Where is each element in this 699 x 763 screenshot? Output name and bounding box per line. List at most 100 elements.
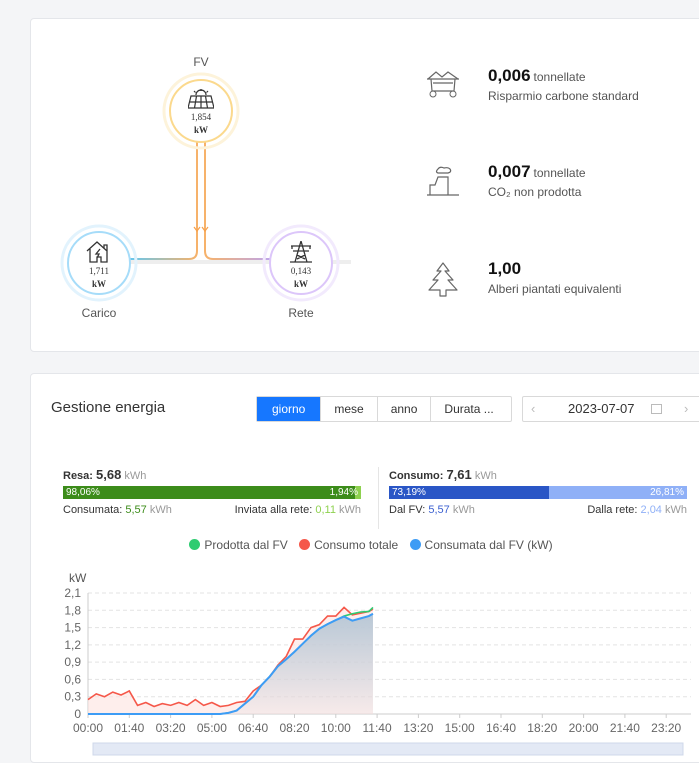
- load-label: Carico: [81, 306, 117, 320]
- yield-unit: kWh: [124, 470, 147, 482]
- next-date-icon[interactable]: ›: [684, 401, 689, 416]
- consumption-label: Consumo:: [389, 470, 444, 482]
- fed-label: Inviata alla rete:: [234, 504, 313, 516]
- chart-legend: Prodotta dal FV Consumo totale Consumata…: [31, 538, 699, 552]
- power-chart: kW 0 0,3 0,6 0,9 1,2 1,5 1,8 2,1 00:00 01:40 03:20 0…: [64, 571, 691, 756]
- prev-date-icon[interactable]: ‹: [531, 401, 536, 416]
- x-tick-label: 11:40: [363, 721, 392, 735]
- co2-desc: CO₂ non prodotta: [488, 185, 582, 199]
- consumption-pv-fill: [389, 486, 549, 499]
- section-title: Gestione energia: [51, 399, 166, 416]
- factory-icon: [427, 166, 459, 196]
- grid-label: Rete: [288, 306, 314, 320]
- grid-unit: kW: [293, 279, 308, 289]
- from-pv-label: Dal FV:: [389, 504, 426, 516]
- date-picker[interactable]: ‹ 2023-07-07 ›: [522, 396, 699, 422]
- y-axis-unit: kW: [69, 571, 87, 585]
- y-tick-label: 2,1: [64, 586, 81, 600]
- load-node[interactable]: 1,711 kW: [67, 231, 131, 295]
- from-pv-value: 5,57: [428, 504, 450, 516]
- total-consumption-line: [87, 606, 374, 708]
- consumed-label: Consumata:: [63, 504, 123, 516]
- fed-unit: kWh: [339, 504, 361, 516]
- consumption-value: 7,61: [446, 467, 472, 482]
- period-tabs: giorno mese anno Durata ...: [256, 396, 513, 422]
- x-tick-label: 01:40: [114, 721, 144, 735]
- co2-value: 0,007: [488, 162, 531, 181]
- tab-year[interactable]: anno: [376, 397, 431, 421]
- load-unit: kW: [91, 279, 106, 289]
- pv-node[interactable]: 1,854 kW: [169, 79, 233, 143]
- co2-unit: tonnellate: [533, 166, 586, 180]
- x-tick-label: 10:00: [321, 721, 351, 735]
- pv-unit: kW: [193, 125, 208, 135]
- coal-value: 0,006: [488, 66, 531, 85]
- x-tick-label: 06:40: [238, 721, 268, 735]
- y-tick-label: 0,3: [64, 690, 81, 704]
- x-tick-label: 16:40: [486, 721, 516, 735]
- x-tick-label: 05:00: [197, 721, 227, 735]
- y-tick-label: 1,5: [64, 621, 81, 635]
- load-value: 1,711: [89, 266, 109, 276]
- yield-consumed-fill: [63, 486, 356, 499]
- consumption-grid-pct: 26,81%: [650, 487, 684, 498]
- divider: [378, 467, 379, 529]
- y-tick-label: 0,9: [64, 655, 81, 669]
- consumption-pv-pct: 73,19%: [392, 487, 426, 498]
- pv-value: 1,854: [190, 112, 212, 122]
- x-tick-label: 18:20: [527, 721, 557, 735]
- energy-management-card: Gestione energia giorno mese anno Durata…: [30, 373, 699, 763]
- x-tick-label: 03:20: [156, 721, 186, 735]
- tab-month[interactable]: mese: [320, 397, 376, 421]
- x-tick-label: 08:20: [279, 721, 309, 735]
- y-tick-label: 1,8: [64, 603, 81, 617]
- trees-value: 1,00: [488, 259, 522, 278]
- coal-unit: tonnellate: [533, 70, 586, 84]
- consumed-unit: kWh: [149, 504, 172, 516]
- grid-node[interactable]: 0,143 kW: [269, 231, 333, 295]
- x-tick-label: 20:00: [569, 721, 599, 735]
- from-pv-unit: kWh: [452, 504, 475, 516]
- calendar-icon[interactable]: [651, 404, 662, 414]
- coal-desc: Risparmio carbone standard: [488, 89, 639, 103]
- date-value[interactable]: 2023-07-07: [568, 401, 635, 416]
- x-tick-label: 00:00: [73, 721, 103, 735]
- consumption-unit: kWh: [474, 470, 497, 482]
- x-tick-label: 13:20: [403, 721, 433, 735]
- power-tower-icon: [290, 241, 312, 263]
- legend-self[interactable]: Consumata dal FV (kW): [409, 538, 553, 552]
- trees-desc: Alberi piantati equivalenti: [488, 282, 622, 296]
- yield-value: 5,68: [96, 467, 122, 482]
- zoom-slider: [92, 742, 684, 756]
- grid-value: 0,143: [290, 266, 312, 276]
- energy-flow-card: FV 1,854 kW 1,711 kW Carico 0,143 kW Ret…: [30, 18, 699, 352]
- coal-cart-icon: [427, 71, 459, 98]
- yield-bar: 98,06% 1,94%: [63, 486, 361, 499]
- tab-day[interactable]: giorno: [257, 397, 321, 421]
- yield-consumed-pct: 98,06%: [66, 487, 100, 498]
- yield-label: Resa:: [63, 470, 93, 482]
- yield-fed-pct: 1,94%: [329, 487, 358, 498]
- x-tick-label: 21:40: [610, 721, 640, 735]
- from-grid-value: 2,04: [640, 504, 662, 516]
- from-grid-unit: kWh: [665, 504, 687, 516]
- consumed-value: 5,57: [125, 504, 147, 516]
- y-tick-label: 0: [74, 707, 81, 721]
- house-icon: [86, 241, 108, 263]
- legend-total[interactable]: Consumo totale: [299, 538, 398, 552]
- tab-lifetime[interactable]: Durata ...: [430, 397, 511, 421]
- pv-label: FV: [193, 55, 209, 69]
- consumption-bar: 73,19% 26,81%: [389, 486, 687, 499]
- fed-value: 0,11: [315, 504, 336, 516]
- legend-pv[interactable]: Prodotta dal FV: [189, 538, 288, 552]
- y-tick-label: 0,6: [64, 672, 81, 686]
- x-tick-label: 15:00: [445, 721, 475, 735]
- tree-icon: [428, 262, 458, 297]
- x-tick-label: 23:20: [651, 721, 681, 735]
- y-tick-label: 1,2: [64, 638, 81, 652]
- from-grid-label: Dalla rete:: [587, 504, 638, 516]
- self-consumption-line: [88, 612, 374, 715]
- solar-panel-icon: [188, 89, 214, 109]
- self-consumption-area: [88, 613, 373, 714]
- flow-lines: [60, 72, 351, 302]
